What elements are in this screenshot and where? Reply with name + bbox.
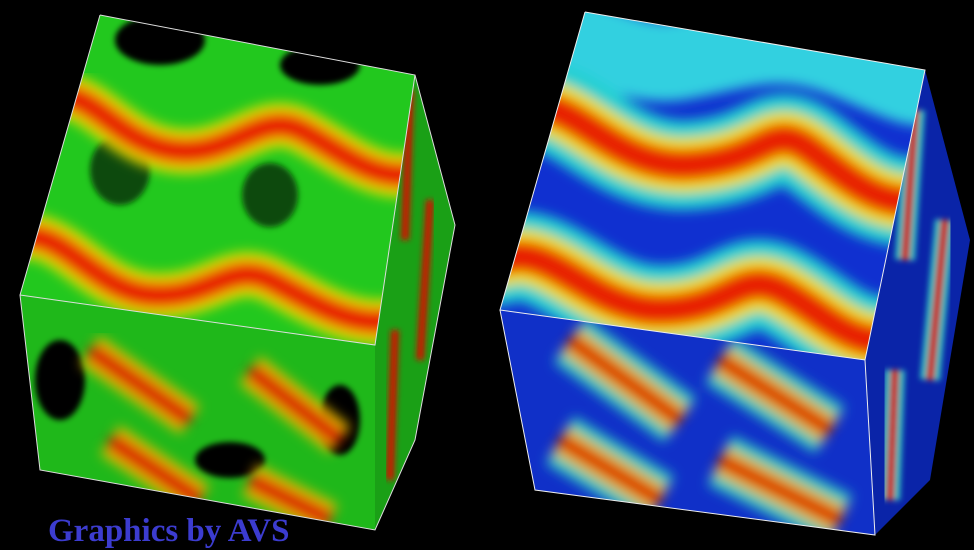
caption: Graphics by AVS	[48, 513, 289, 549]
visualization: Graphics by AVS	[0, 0, 974, 550]
page: Graphics by AVS (() => { const data = JS…	[0, 0, 974, 550]
